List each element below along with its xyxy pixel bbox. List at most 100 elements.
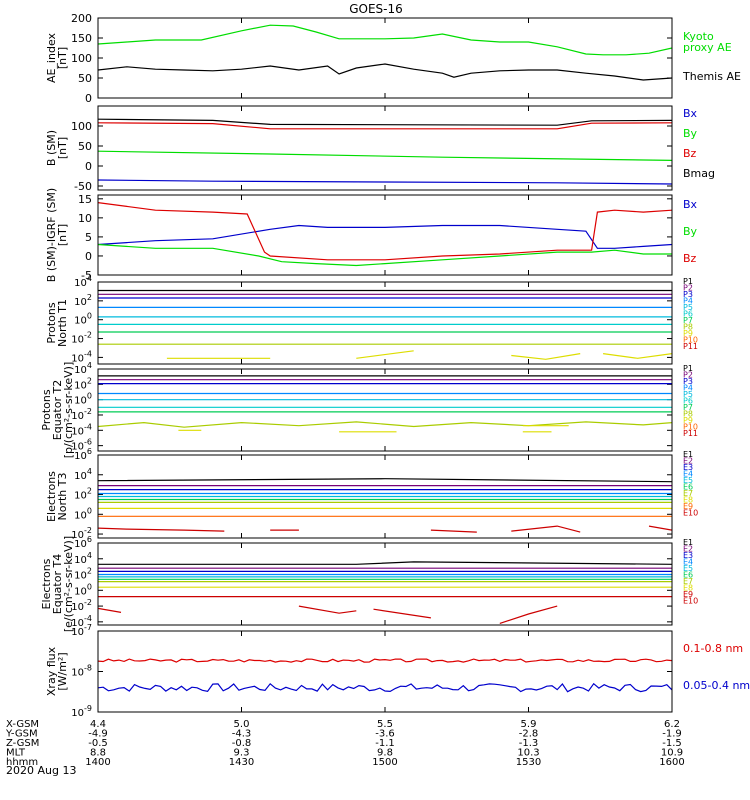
- y-tick-label: 10-2: [71, 526, 92, 541]
- legend-entry: Bx: [683, 107, 698, 120]
- legend-entry: P7: [683, 403, 693, 412]
- legend-entry: E2: [683, 457, 693, 466]
- legend-entry: P2: [683, 284, 693, 293]
- x-tick-label: 4.4: [90, 719, 106, 730]
- y-tick-label: 104: [74, 467, 92, 482]
- legend-entry: P3: [683, 377, 693, 386]
- legend-entry: E6: [683, 483, 693, 492]
- legend-entry: P4: [683, 384, 693, 393]
- y-axis-label: Xray flux: [45, 646, 58, 696]
- panel-frame: [97, 630, 673, 713]
- y-tick-label: 10-2: [71, 331, 92, 346]
- x-row-label: X-GSM: [6, 719, 39, 730]
- y-tick-label: 150: [71, 32, 92, 45]
- legend-entry: E5: [683, 476, 693, 485]
- legend-entry: E7: [683, 489, 693, 498]
- x-tick-label: 8.8: [90, 748, 106, 759]
- y-tick-label: 15: [78, 193, 92, 206]
- y-tick-label: 104: [74, 361, 92, 376]
- legend-entry: P5: [683, 390, 693, 399]
- y-tick-label: 106: [74, 535, 92, 550]
- y-tick-label: 10-4: [71, 349, 92, 364]
- legend-entry: P5: [683, 303, 693, 312]
- y-tick-label: 0: [85, 92, 92, 105]
- legend-entry: E10: [683, 509, 698, 518]
- x-tick-label: -0.8: [232, 738, 252, 749]
- y-tick-label: 102: [74, 376, 92, 391]
- y-tick-label: 50: [78, 140, 92, 153]
- x-tick-label: -1.5: [662, 738, 682, 749]
- x-row-label: Z-GSM: [6, 738, 39, 749]
- series-line-bx: [97, 224, 673, 249]
- x-tick-label: -4.9: [88, 729, 108, 740]
- series-line-p8: [97, 421, 673, 428]
- series-line-p9: [356, 350, 414, 359]
- y-tick-label: 0: [85, 250, 92, 263]
- legend-entry: P7: [683, 316, 693, 325]
- legend-entry: P10: [683, 336, 698, 345]
- y-axis-label: B (SM)-IGRF (SM): [45, 188, 58, 282]
- series-line-e10: [97, 607, 122, 613]
- panel-frame: [97, 542, 673, 626]
- series-line-e10: [499, 605, 558, 624]
- series-line-e10: [648, 525, 673, 531]
- x-tick-label: 6.2: [664, 719, 680, 730]
- x-tick-label: 1400: [85, 757, 110, 768]
- legend-entry: By: [683, 127, 698, 140]
- y-axis-label: AE_index: [45, 32, 58, 83]
- x-row-label: hhmm: [6, 757, 38, 768]
- legend-entry: E1: [683, 538, 693, 547]
- y-tick-label: 102: [74, 567, 92, 582]
- series-line-bz: [97, 202, 673, 261]
- x-tick-label: 1530: [516, 757, 541, 768]
- x-tick-label: -2.8: [519, 729, 539, 740]
- panel-xray: 10-9 10-8 10-7 Xray flux[W/m²] 0.1-0.8 nm 0.0…: [45, 623, 750, 719]
- series-line-themis-ae: [97, 63, 673, 81]
- y-tick-label: 5: [85, 231, 92, 244]
- y-axis-label: [e/(cm²-s-sr-keV)]: [62, 536, 75, 632]
- x-tick-label: 10.9: [661, 748, 683, 759]
- x-tick-label: 9.8: [377, 748, 393, 759]
- y-tick-label: 200: [71, 12, 92, 25]
- y-tick-label: 102: [74, 293, 92, 308]
- series-line-e10: [430, 529, 477, 533]
- x-tick-label: 10.3: [517, 748, 539, 759]
- y-tick-label: 10-2: [71, 598, 92, 613]
- y-tick-label: 50: [78, 72, 92, 85]
- series-line-p9: [511, 353, 581, 360]
- series-line-0-05-0-4-nm: [97, 682, 673, 693]
- legend-entry: E1: [683, 450, 693, 459]
- y-axis-label: [nT]: [56, 47, 69, 69]
- legend-entry: E8: [683, 496, 693, 505]
- y-tick-label: -50: [74, 180, 92, 193]
- x-tick-label: 5.9: [521, 719, 537, 730]
- panel-frame: [97, 105, 673, 191]
- legend-entry: P1: [683, 277, 693, 286]
- y-axis-label: Protons: [40, 389, 53, 430]
- series-line-p9: [603, 353, 673, 359]
- y-axis-label: B (SM): [45, 130, 58, 166]
- panel-bsmigrf: -5 0 5 10 15 B (SM)-IGRF (SM)[nT] Bx By Bz: [45, 188, 698, 282]
- legend-entry: P8: [683, 410, 693, 419]
- y-axis-label: Electrons: [45, 471, 58, 522]
- legend-entry: Bz: [683, 252, 697, 265]
- x-tick-label: -0.5: [88, 738, 108, 749]
- y-axis-label: North T1: [56, 299, 69, 347]
- legend-entry: Bx: [683, 198, 698, 211]
- y-axis-label: Electrons: [40, 558, 53, 609]
- x-tick-label: -1.9: [662, 729, 682, 740]
- legend-entry: P4: [683, 297, 693, 306]
- legend-entry: 0.1-0.8 nm: [683, 642, 743, 655]
- series-line-e10: [373, 608, 431, 619]
- y-axis-label: [p/(cm²-s-sr-keV)]: [62, 362, 75, 459]
- y-tick-label: 104: [74, 551, 92, 566]
- legend-entry: P9: [683, 329, 693, 338]
- series-line-0-1-0-8-nm: [97, 658, 673, 663]
- legend-entry: Kyoto: [683, 30, 714, 43]
- y-tick-label: 106: [74, 447, 92, 462]
- legend-entry: P10: [683, 423, 698, 432]
- y-axis-label: North T3: [56, 473, 69, 521]
